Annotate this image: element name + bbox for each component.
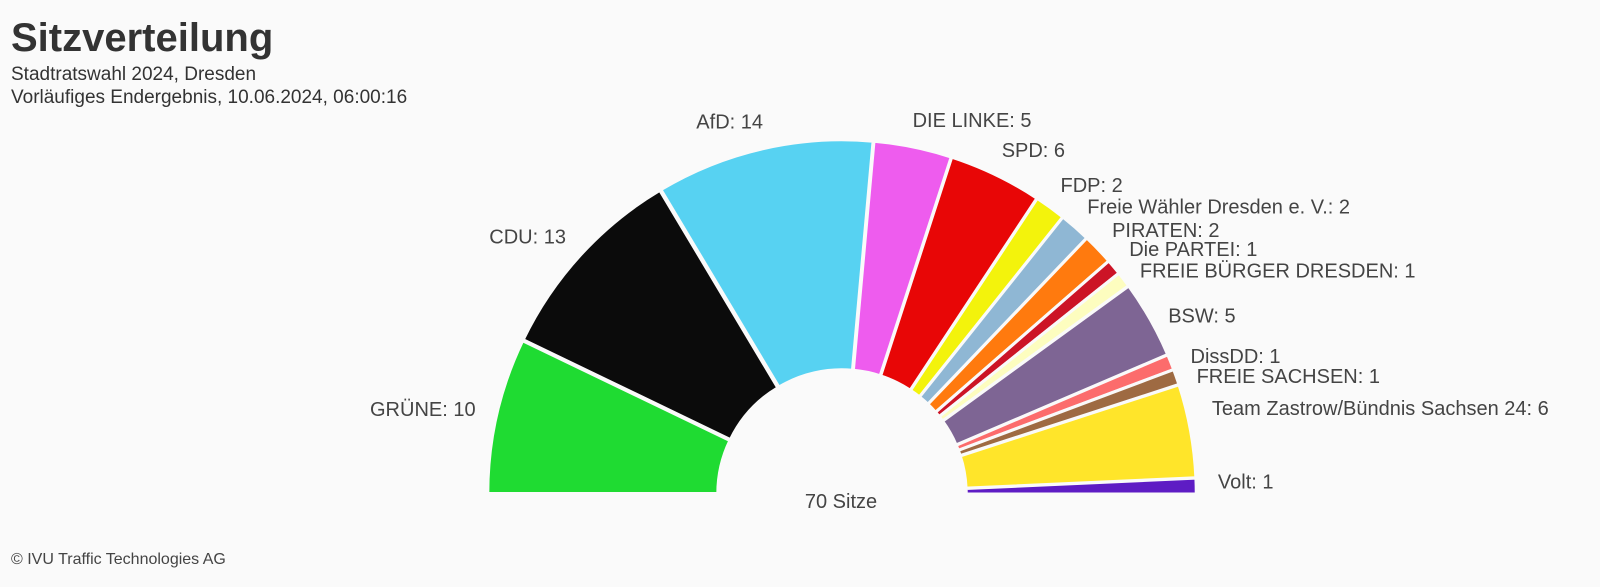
label-freie-sachsen: FREIE SACHSEN: 1 — [1197, 366, 1380, 388]
chart-subtitle-status: Vorläufiges Endergebnis, 10.06.2024, 06:… — [11, 87, 408, 108]
label-fdp: FDP: 2 — [1061, 175, 1123, 197]
chart-title: Sitzverteilung — [11, 16, 274, 60]
slices-group — [486, 138, 1198, 496]
label-afd: AfD: 14 — [696, 112, 763, 134]
label-gruene: GRÜNE: 10 — [370, 399, 476, 421]
label-bsw: BSW: 5 — [1168, 306, 1235, 328]
label-cdu: CDU: 13 — [489, 226, 566, 248]
label-volt: Volt: 1 — [1218, 471, 1274, 493]
label-dissdd: DissDD: 1 — [1191, 346, 1281, 368]
label-freie-waehler-dresden-e-v: Freie Wähler Dresden e. V.: 2 — [1087, 196, 1350, 218]
slice-cdu[interactable] — [521, 188, 780, 442]
label-die-linke: DIE LINKE: 5 — [913, 110, 1032, 132]
chart-subtitle-election: Stadtratswahl 2024, Dresden — [11, 64, 257, 85]
label-freie-buerger-dresden: FREIE BÜRGER DRESDEN: 1 — [1140, 261, 1416, 283]
credits: © IVU Traffic Technologies AG — [11, 551, 226, 568]
slice-gruene[interactable] — [486, 339, 732, 495]
label-piraten: PIRATEN: 2 — [1112, 220, 1219, 242]
label-team-zastrow-buendnis-sachsen-24: Team Zastrow/Bündnis Sachsen 24: 6 — [1212, 398, 1549, 420]
center-label-total-seats: 70 Sitze — [805, 491, 877, 513]
slice-volt[interactable] — [964, 476, 1198, 496]
label-die-partei: Die PARTEI: 1 — [1129, 239, 1257, 261]
label-spd: SPD: 6 — [1002, 140, 1065, 162]
labels-group: GRÜNE: 10 CDU: 13 AfD: 14 DIE LINKE: 5 SPD: … — [370, 110, 1549, 494]
slice-afd[interactable] — [659, 138, 875, 389]
